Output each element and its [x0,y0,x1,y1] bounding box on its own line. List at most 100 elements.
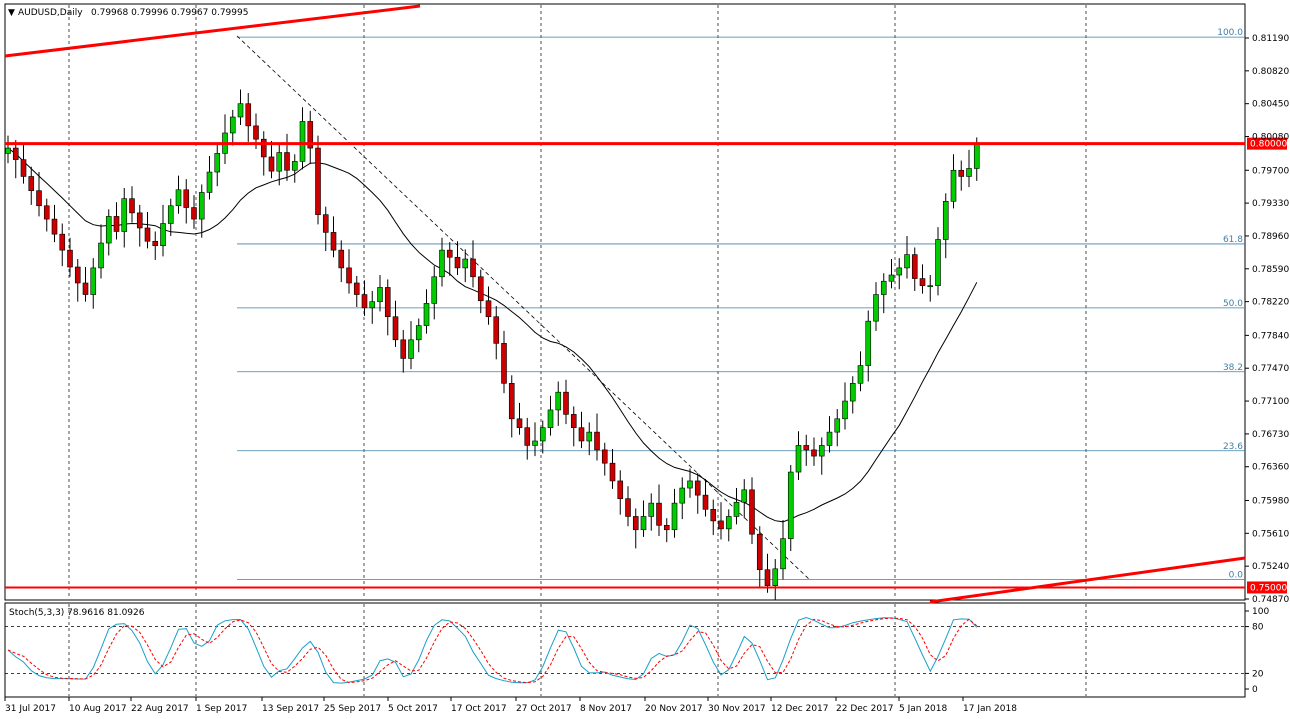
date-label: 30 Nov 2017 [708,704,766,714]
stoch-level-label: 100 [1252,607,1269,617]
date-label: 5 Jan 2018 [899,704,947,714]
price-label: 0.81190 [1252,34,1289,44]
candle-body [260,138,267,158]
date-label: 25 Sep 2017 [324,704,381,714]
candle-body [764,569,771,586]
candle-body [733,501,740,517]
candle-body [299,121,306,162]
candle-body [888,274,895,282]
ohlc-readout: 0.79968 0.79996 0.79967 0.79995 [91,8,248,18]
candle-body [694,480,701,496]
candle-body [966,168,972,177]
price-label: 0.79330 [1252,199,1289,209]
candle-body [144,227,151,242]
date-label: 22 Dec 2017 [836,704,894,714]
candle-body [718,520,724,530]
candle-body [136,212,143,229]
date-label: 12 Dec 2017 [771,704,829,714]
price-label: 0.80450 [1252,100,1289,110]
candle-body [780,538,786,570]
candle-body [415,325,422,341]
candle-body [330,232,337,251]
lower-trend-line [929,556,1246,604]
candle-body [384,287,391,318]
date-label: 8 Nov 2017 [580,704,632,714]
price-label: 0.75240 [1252,562,1289,572]
candle-body [284,152,290,171]
candle-body [20,159,27,177]
candle-body [896,267,903,276]
candle-body [43,205,50,220]
candle-body [291,161,298,171]
candle-body [834,418,841,433]
candle-body [160,223,166,247]
candle-body [609,462,616,482]
price-label: 0.78960 [1252,232,1289,242]
candle-body [640,516,647,531]
candle-body [245,103,252,127]
candle-body [826,431,833,446]
candle-body [485,300,492,318]
price-panel-frame [4,3,1246,601]
price-label: 0.78220 [1252,298,1289,308]
moving-average [7,147,978,523]
candle-body [880,280,887,295]
candle-body [377,287,383,302]
candle-body [524,427,531,446]
candle-body [950,169,957,202]
candle-body [121,198,128,232]
candle-body [105,216,112,244]
candle-body [167,205,174,224]
oscillator-panel-frame [4,602,1246,698]
candle-body [206,171,213,193]
candle-body [958,169,965,177]
candle-body [214,153,221,173]
candle-body [276,152,283,172]
candle-body [237,103,244,118]
collapse-arrow-icon[interactable]: ▼ [8,8,15,18]
candle-body [973,144,980,169]
candle-body [741,489,748,503]
candle-body [594,431,600,451]
candle-body [268,156,275,172]
upper-trend-line [4,4,421,58]
candle-body [539,427,546,442]
candle-body [532,440,538,446]
candle-body [935,239,941,286]
candle-body [772,568,779,586]
candle-body [625,498,631,517]
candle-body [191,207,197,220]
date-axis: 31 Jul 2017 10 Aug 2017 22 Aug 2017 1 Sep 2… [4,697,1017,714]
fib-label: 100.0 [1217,28,1243,38]
stoch-signal-line [7,617,978,684]
date-label: 17 Oct 2017 [451,704,507,714]
candle-body [563,391,569,415]
candle-body [392,316,399,341]
date-label: 31 Jul 2017 [5,704,56,714]
candle-body [687,480,693,489]
candle-body [307,121,314,149]
candle-body [508,382,515,420]
candle-body [648,502,655,517]
candle-body [601,449,608,464]
date-label: 10 Aug 2017 [69,704,127,714]
date-label: 5 Oct 2017 [388,704,438,714]
dashed-trend-line [236,35,811,581]
candle-body [183,189,190,208]
price-label: 0.76360 [1252,463,1289,473]
candle-body [842,400,848,420]
candle-body [470,258,476,278]
stoch-level-label: 80 [1252,623,1264,633]
candle-body [98,242,104,269]
candle-body [129,198,135,214]
price-tag-label: 0.80000 [1250,140,1287,150]
price-axis: 0.81190 0.80820 0.80450 0.80080 0.79700 0.793… [1245,34,1289,605]
candle-body [927,285,934,287]
stochastic-oscillator: 100 80 20 0 [5,607,1269,695]
candle-body [749,489,755,535]
price-label: 0.75610 [1252,529,1289,539]
price-tag [1247,137,1287,150]
price-label: 0.79700 [1252,166,1289,176]
candle-body [919,278,926,286]
